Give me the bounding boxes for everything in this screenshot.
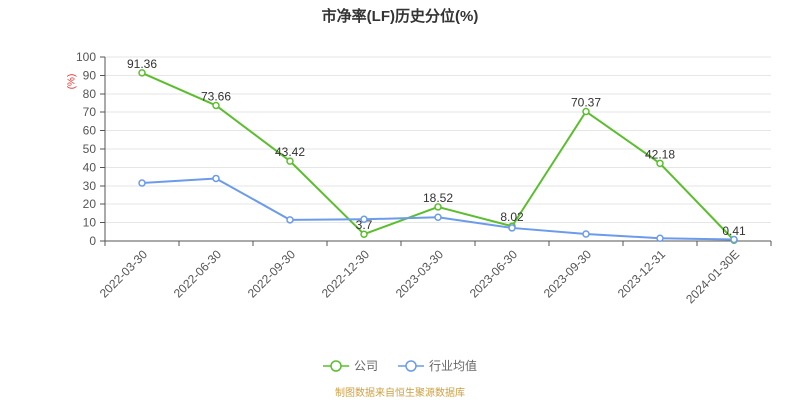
legend-marker-industry-icon [398, 359, 424, 372]
x-axis-tick-label: 2023-06-30 [467, 247, 521, 301]
legend-label-industry-average: 行业均值 [429, 359, 478, 373]
data-point [360, 230, 368, 238]
y-axis-tick-label: 20 [83, 197, 97, 211]
y-axis-tick-label: 100 [76, 50, 96, 64]
y-axis-tick-label: 40 [83, 160, 97, 174]
data-point-label: 8.02 [500, 210, 524, 224]
data-point [730, 235, 738, 244]
legend-item-company[interactable]: 公司 [322, 357, 378, 374]
data-point [582, 107, 590, 116]
data-point [656, 159, 664, 168]
data-source-note: 制图数据来自恒生聚源数据库 [335, 388, 465, 399]
x-axis-tick-label: 2024-01-30E [683, 247, 742, 306]
y-axis-tick-label: 60 [83, 124, 97, 138]
y-axis-tick-label: 90 [83, 68, 97, 82]
x-axis-tick-label: 2022-09-30 [245, 247, 299, 301]
data-point [286, 157, 294, 165]
legend-marker-company-icon [322, 359, 349, 372]
data-point-label: 3.7 [356, 218, 373, 232]
data-point [138, 179, 146, 187]
data-point-label: 18.52 [423, 191, 453, 205]
x-axis-tick-label: 2023-09-30 [541, 247, 595, 301]
y-axis-tick-label: 50 [83, 142, 97, 156]
y-axis-tick-label: 30 [83, 179, 97, 193]
gridlines [105, 56, 771, 224]
data-point [582, 230, 590, 238]
data-point-label: 73.66 [201, 89, 231, 103]
y-axis-tick-label: 0 [89, 234, 96, 248]
data-point [360, 215, 368, 224]
data-point-label: 91.36 [127, 57, 157, 71]
x-axis-labels: 2022-03-30 2022-06-30 2022-09-30 2022-12-30… [97, 247, 742, 306]
x-axis-tick-label: 2023-12-31 [615, 247, 669, 301]
data-point [656, 234, 664, 242]
data-point-label: 0.41 [722, 224, 746, 238]
chart-legend: 公司 行业均值 [0, 357, 800, 374]
data-point [138, 69, 146, 77]
x-axis-tick-label: 2022-03-30 [97, 247, 151, 301]
x-axis-tick-label: 2023-03-30 [393, 247, 447, 301]
data-point-label: 42.18 [645, 147, 675, 161]
series-1 [138, 174, 738, 244]
legend-label-company: 公司 [353, 359, 378, 373]
y-axis-tick-label: 10 [83, 216, 97, 230]
data-point [434, 203, 442, 211]
data-point [286, 216, 294, 224]
series-0: 91.36 73.66 43.42 3.7 18.52 8.02 70.37 42.18 0.4… [127, 57, 746, 244]
data-point-label: 70.37 [571, 96, 601, 110]
data-point [434, 213, 442, 222]
x-axis-tick-label: 2022-06-30 [171, 247, 225, 301]
data-point [508, 224, 516, 232]
chart-title: 市净率(LF)历史分位(%) [321, 8, 479, 25]
x-axis-tick-label: 2022-12-30 [319, 247, 373, 301]
data-point-label: 43.42 [275, 145, 305, 159]
y-axis-tick-label: 80 [83, 87, 97, 101]
legend-item-industry-average[interactable]: 行业均值 [398, 357, 477, 374]
y-axis-tick-label: 70 [83, 105, 97, 119]
axes: 0 10 20 30 40 50 60 70 80 90 100 [76, 50, 772, 248]
data-point [212, 174, 220, 183]
data-point [212, 101, 220, 110]
